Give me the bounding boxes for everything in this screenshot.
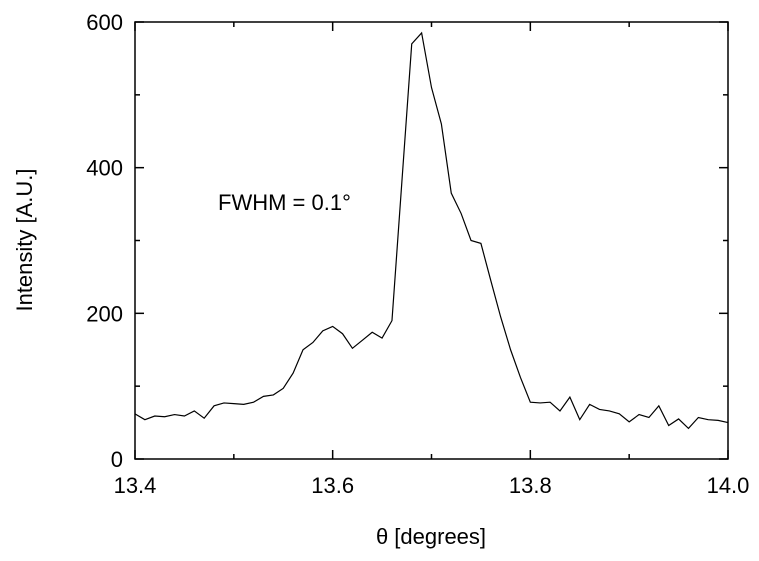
y-tick-label: 200: [86, 301, 123, 326]
y-axis-label: Intensity [A.U.]: [12, 168, 37, 311]
axis-tick-labels: 13.4 13.6 13.8 14.0 0 200 400 600: [86, 10, 749, 498]
x-axis-label: θ [degrees]: [376, 524, 486, 549]
y-tick-label: 400: [86, 156, 123, 181]
x-tick-label: 13.6: [311, 473, 354, 498]
x-tick-label: 14.0: [707, 473, 750, 498]
y-tick-label: 600: [86, 10, 123, 35]
x-tick-label: 13.4: [114, 473, 157, 498]
axis-ticks: [134, 21, 729, 460]
y-tick-label: 0: [111, 447, 123, 472]
fwhm-annotation: FWHM = 0.1°: [218, 190, 351, 215]
x-tick-label: 13.8: [509, 473, 552, 498]
series-line: [134, 31, 729, 430]
